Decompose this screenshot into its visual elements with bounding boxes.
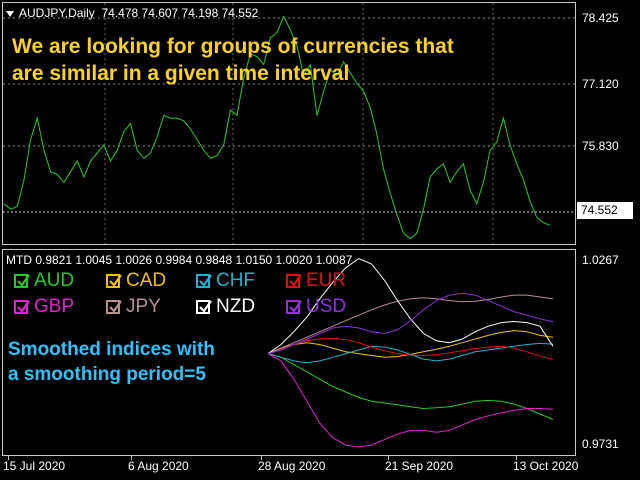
time-label-4: 21 Sep 2020	[385, 459, 454, 473]
dropdown-triangle-icon[interactable]	[6, 10, 14, 17]
indicator-caption-line-1: Smoothed indices with	[8, 339, 215, 360]
legend-item-jpy[interactable]: JPY	[106, 296, 161, 318]
ohlc-values: 74.478 74.607 74.198 74.552	[101, 6, 259, 20]
legend-label: GBP	[34, 296, 75, 317]
legend-label: JPY	[126, 296, 161, 317]
current-price-label: 74.552	[577, 202, 633, 219]
checkbox-icon[interactable]	[196, 274, 212, 288]
indicator-caption-line-2: a smoothing period=5	[8, 364, 206, 385]
time-label-1: 15 Jul 2020	[3, 459, 66, 473]
price-label-3: 75.830	[582, 139, 619, 153]
legend-item-gbp[interactable]: GBP	[14, 296, 74, 318]
caption-line-2: are similar in a given time interval	[12, 62, 350, 85]
legend-item-chf[interactable]: CHF	[196, 270, 255, 292]
time-tick	[261, 456, 262, 460]
symbol-name: AUDJPY,Daily	[19, 6, 95, 20]
index-line-gbp	[267, 353, 554, 448]
symbol-header: AUDJPY,Daily 74.478 74.607 74.198 74.552	[6, 6, 258, 20]
legend-item-eur[interactable]: EUR	[286, 270, 346, 292]
legend-item-aud[interactable]: AUD	[14, 270, 74, 292]
time-label-3: 28 Aug 2020	[258, 459, 326, 473]
time-tick	[516, 456, 517, 460]
index-line-eur	[267, 337, 554, 360]
legend-label: CAD	[126, 270, 167, 291]
index-line-jpy	[267, 294, 554, 355]
time-label-2: 6 Aug 2020	[128, 459, 189, 473]
legend-label: NZD	[216, 296, 256, 317]
index-line-aud	[267, 353, 554, 420]
caption-line-1: We are looking for groups of currencies …	[12, 35, 454, 58]
legend-label: AUD	[34, 270, 75, 291]
price-line	[3, 15, 551, 240]
time-tick	[8, 456, 9, 460]
indicator-panel[interactable]	[2, 249, 576, 456]
index-line-cad	[267, 330, 554, 358]
time-tick	[131, 456, 132, 460]
time-tick	[388, 456, 389, 460]
index-line-chf	[267, 342, 554, 364]
legend-item-usd[interactable]: USD	[286, 296, 346, 318]
legend-label: EUR	[306, 270, 347, 291]
index-line-nzd	[267, 258, 554, 355]
checkbox-icon[interactable]	[106, 274, 122, 288]
checkbox-icon[interactable]	[14, 300, 30, 314]
legend-item-nzd[interactable]: NZD	[196, 296, 255, 318]
legend-label: CHF	[216, 270, 256, 291]
indicator-axis-bottom: 0.9731	[582, 437, 619, 451]
checkbox-icon[interactable]	[14, 274, 30, 288]
price-chart-panel[interactable]	[2, 2, 576, 245]
price-label-1: 78.425	[582, 11, 619, 25]
legend-item-cad[interactable]: CAD	[106, 270, 166, 292]
time-label-5: 13 Oct 2020	[513, 459, 579, 473]
mtd-values: MTD 0.9821 1.0045 1.0026 0.9984 0.9848 1…	[6, 253, 353, 267]
legend-label: USD	[306, 296, 347, 317]
index-line-usd	[267, 292, 554, 355]
checkbox-icon[interactable]	[196, 300, 212, 314]
indicator-axis-top: 1.0267	[582, 253, 619, 267]
price-label-2: 77.120	[582, 77, 619, 91]
checkbox-icon[interactable]	[106, 300, 122, 314]
checkbox-icon[interactable]	[286, 274, 302, 288]
checkbox-icon[interactable]	[286, 300, 302, 314]
